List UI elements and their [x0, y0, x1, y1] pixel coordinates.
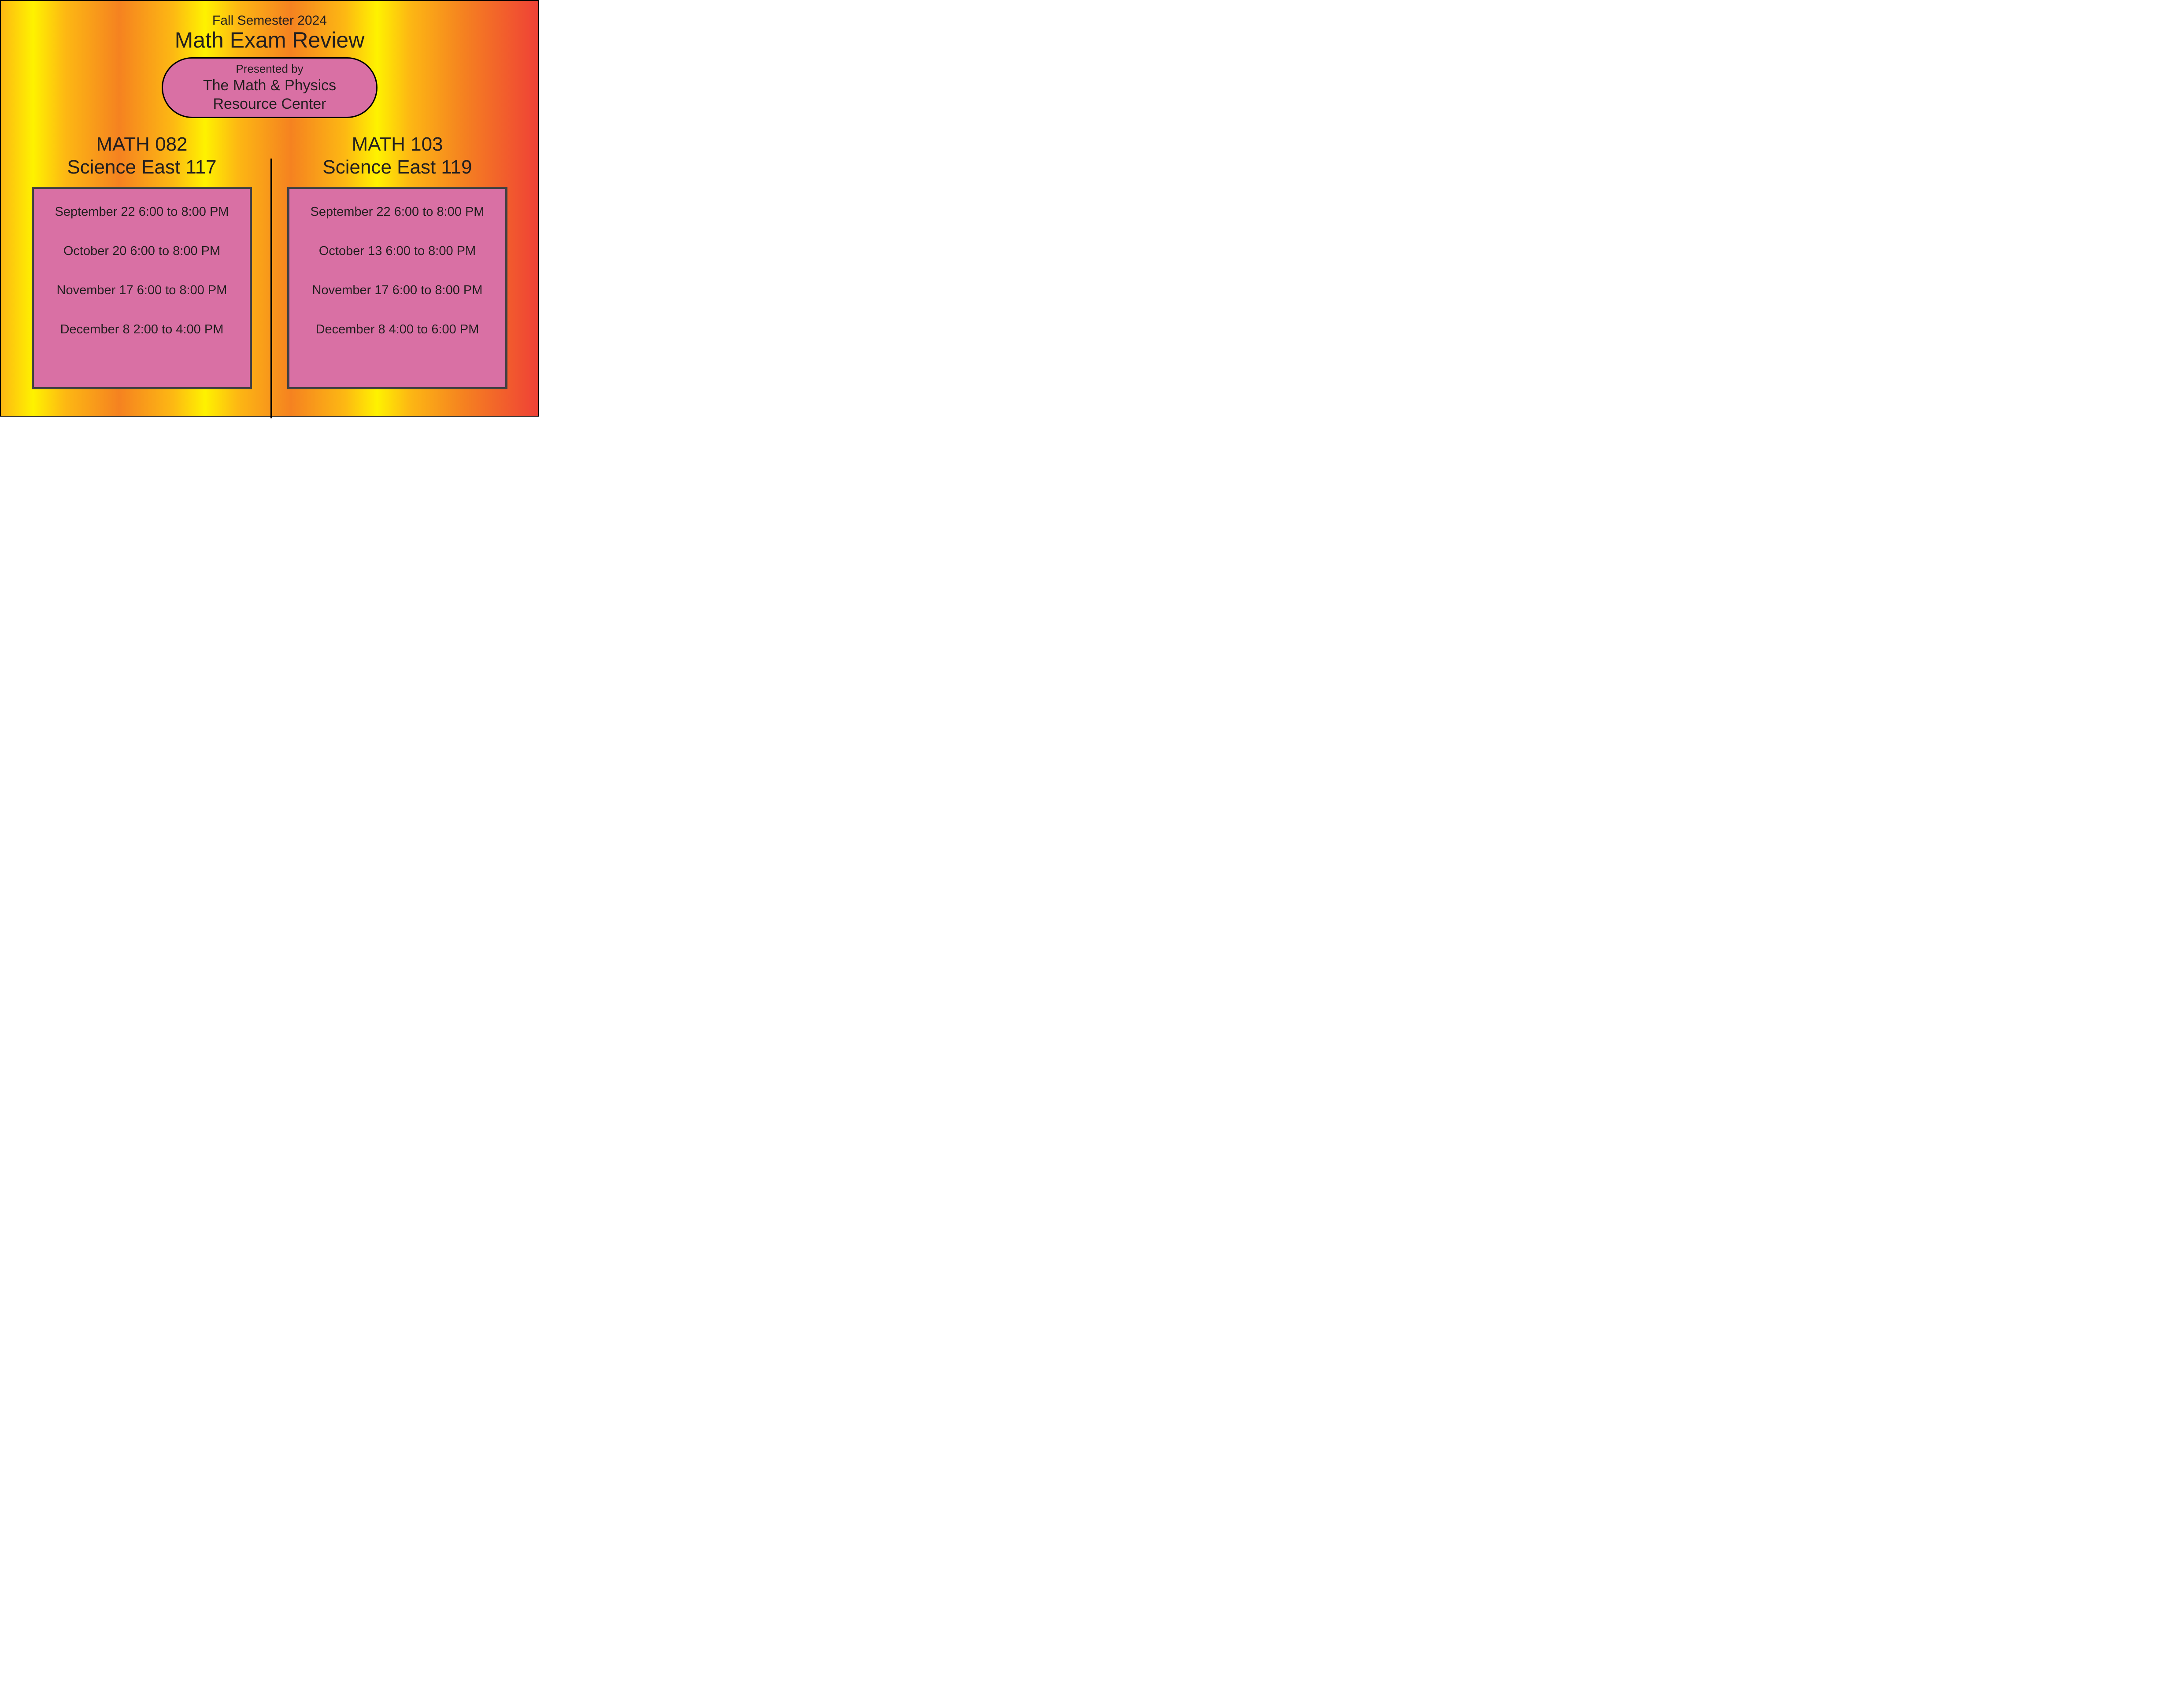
right-session-3: November 17 6:00 to 8:00 PM — [289, 283, 505, 298]
page-title: Math Exam Review — [1, 27, 538, 53]
header: Fall Semester 2024 Math Exam Review — [1, 1, 538, 53]
left-schedule-box: September 22 6:00 to 8:00 PM October 20 … — [32, 187, 252, 389]
columns-wrap: MATH 082 Science East 117 September 22 6… — [1, 133, 538, 416]
right-course-code: MATH 103 — [352, 133, 443, 155]
semester-subtitle: Fall Semester 2024 — [1, 13, 538, 28]
presenter-pill: Presented by The Math & Physics Resource… — [162, 57, 378, 118]
column-divider — [270, 159, 272, 418]
right-column: MATH 103 Science East 119 September 22 6… — [274, 133, 521, 389]
left-session-1: September 22 6:00 to 8:00 PM — [34, 205, 250, 219]
left-session-2: October 20 6:00 to 8:00 PM — [34, 244, 250, 259]
presenter-line1: Presented by — [163, 62, 376, 76]
right-session-4: December 8 4:00 to 6:00 PM — [289, 322, 505, 337]
left-room: Science East 117 — [67, 156, 216, 178]
right-schedule-box: September 22 6:00 to 8:00 PM October 13 … — [287, 187, 507, 389]
flyer-page: Fall Semester 2024 Math Exam Review Pres… — [0, 0, 539, 417]
right-course-heading: MATH 103 Science East 119 — [274, 133, 521, 179]
left-column: MATH 082 Science East 117 September 22 6… — [19, 133, 265, 389]
presenter-line3: Resource Center — [163, 95, 376, 114]
right-session-1: September 22 6:00 to 8:00 PM — [289, 205, 505, 219]
presenter-line2: The Math & Physics — [163, 76, 376, 95]
right-session-2: October 13 6:00 to 8:00 PM — [289, 244, 505, 259]
left-course-code: MATH 082 — [96, 133, 187, 155]
left-course-heading: MATH 082 Science East 117 — [19, 133, 265, 179]
left-session-4: December 8 2:00 to 4:00 PM — [34, 322, 250, 337]
right-room: Science East 119 — [322, 156, 472, 178]
left-session-3: November 17 6:00 to 8:00 PM — [34, 283, 250, 298]
